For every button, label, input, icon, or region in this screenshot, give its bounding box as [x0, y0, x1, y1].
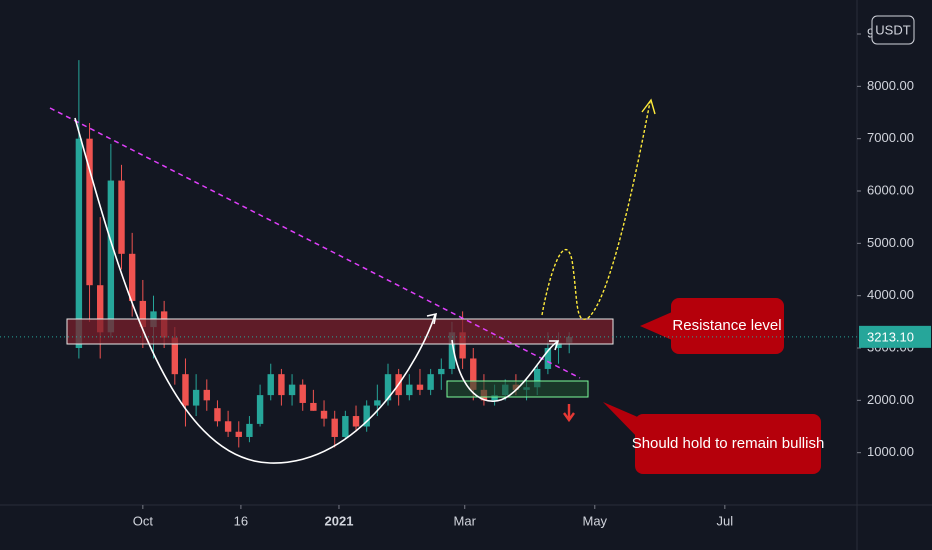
candle-body [214, 408, 221, 422]
down-arrow [563, 404, 575, 423]
candle-body [192, 389, 200, 406]
y-tick-label: 8000.00 [867, 78, 914, 93]
last-price-box [859, 325, 931, 348]
callout-pointer [640, 312, 672, 340]
y-tick-label: 7000.00 [867, 130, 914, 145]
candle-body [171, 337, 179, 375]
candle-body [203, 389, 210, 401]
candle-body [352, 416, 360, 427]
candle-body [139, 300, 147, 328]
x-tick-label: Mar [454, 513, 477, 528]
callout-pointer [603, 402, 640, 440]
candle-body [267, 374, 274, 396]
handle-curve [451, 339, 558, 402]
y-tick-label: 4000.00 [867, 287, 914, 302]
callout-text: Resistance level [672, 317, 781, 334]
arrow-head [426, 312, 438, 325]
candle-body [128, 253, 136, 301]
callout-box [635, 414, 821, 474]
candle-body [374, 400, 381, 406]
y-tick-label: 2000.00 [867, 392, 914, 407]
candle-body [331, 418, 338, 437]
candle-body [534, 368, 541, 388]
candle-body [288, 384, 296, 396]
candle-body [86, 138, 93, 286]
x-tick-label: 16 [234, 513, 248, 528]
candle-body [224, 421, 232, 432]
x-tick-label: Jul [717, 513, 734, 528]
candle-body [555, 342, 562, 349]
candle-body [491, 395, 498, 401]
candle-body [342, 416, 349, 437]
x-tick-label: May [583, 513, 608, 528]
currency-badge [871, 15, 915, 45]
callout-text: Should hold to remain bullish [632, 435, 825, 452]
candle-body [118, 180, 125, 254]
arrow-head [549, 340, 560, 351]
projection-path [541, 101, 651, 320]
candle-body [384, 374, 392, 401]
x-tick-label: 2021 [325, 513, 354, 528]
arrow-head [641, 98, 656, 115]
candle-body [246, 423, 253, 437]
candle-body [96, 285, 104, 333]
candle-body [438, 368, 445, 375]
y-tick-label: 1000.00 [867, 444, 914, 459]
candle-body [235, 431, 242, 437]
candle-body [299, 384, 306, 403]
candle-body [470, 358, 477, 390]
candle-body [448, 332, 456, 369]
y-tick-label: 6000.00 [867, 182, 914, 197]
cup-curve [74, 117, 436, 464]
callout-box [671, 298, 784, 354]
candle-body [256, 395, 264, 424]
currency-label: USDT [875, 22, 910, 37]
trend-line [49, 107, 581, 379]
resistance-zone [66, 318, 614, 345]
candle-body [406, 384, 413, 396]
candle-body [459, 332, 466, 359]
y-tick-label: 5000.00 [867, 235, 914, 250]
candle-body [320, 410, 328, 419]
x-tick-label: Oct [133, 513, 154, 528]
candle-body [363, 405, 370, 427]
candle-body [427, 374, 434, 390]
candle-body [75, 138, 83, 349]
last-price-label: 3213.10 [867, 329, 914, 344]
candle-body [416, 384, 424, 390]
candle-body [544, 348, 552, 369]
candle-body [278, 374, 285, 396]
drawings: Resistance level Should hold to remain b… [49, 98, 825, 474]
candle-body [182, 374, 189, 406]
candle-body [310, 402, 317, 411]
candle-body [107, 180, 115, 333]
